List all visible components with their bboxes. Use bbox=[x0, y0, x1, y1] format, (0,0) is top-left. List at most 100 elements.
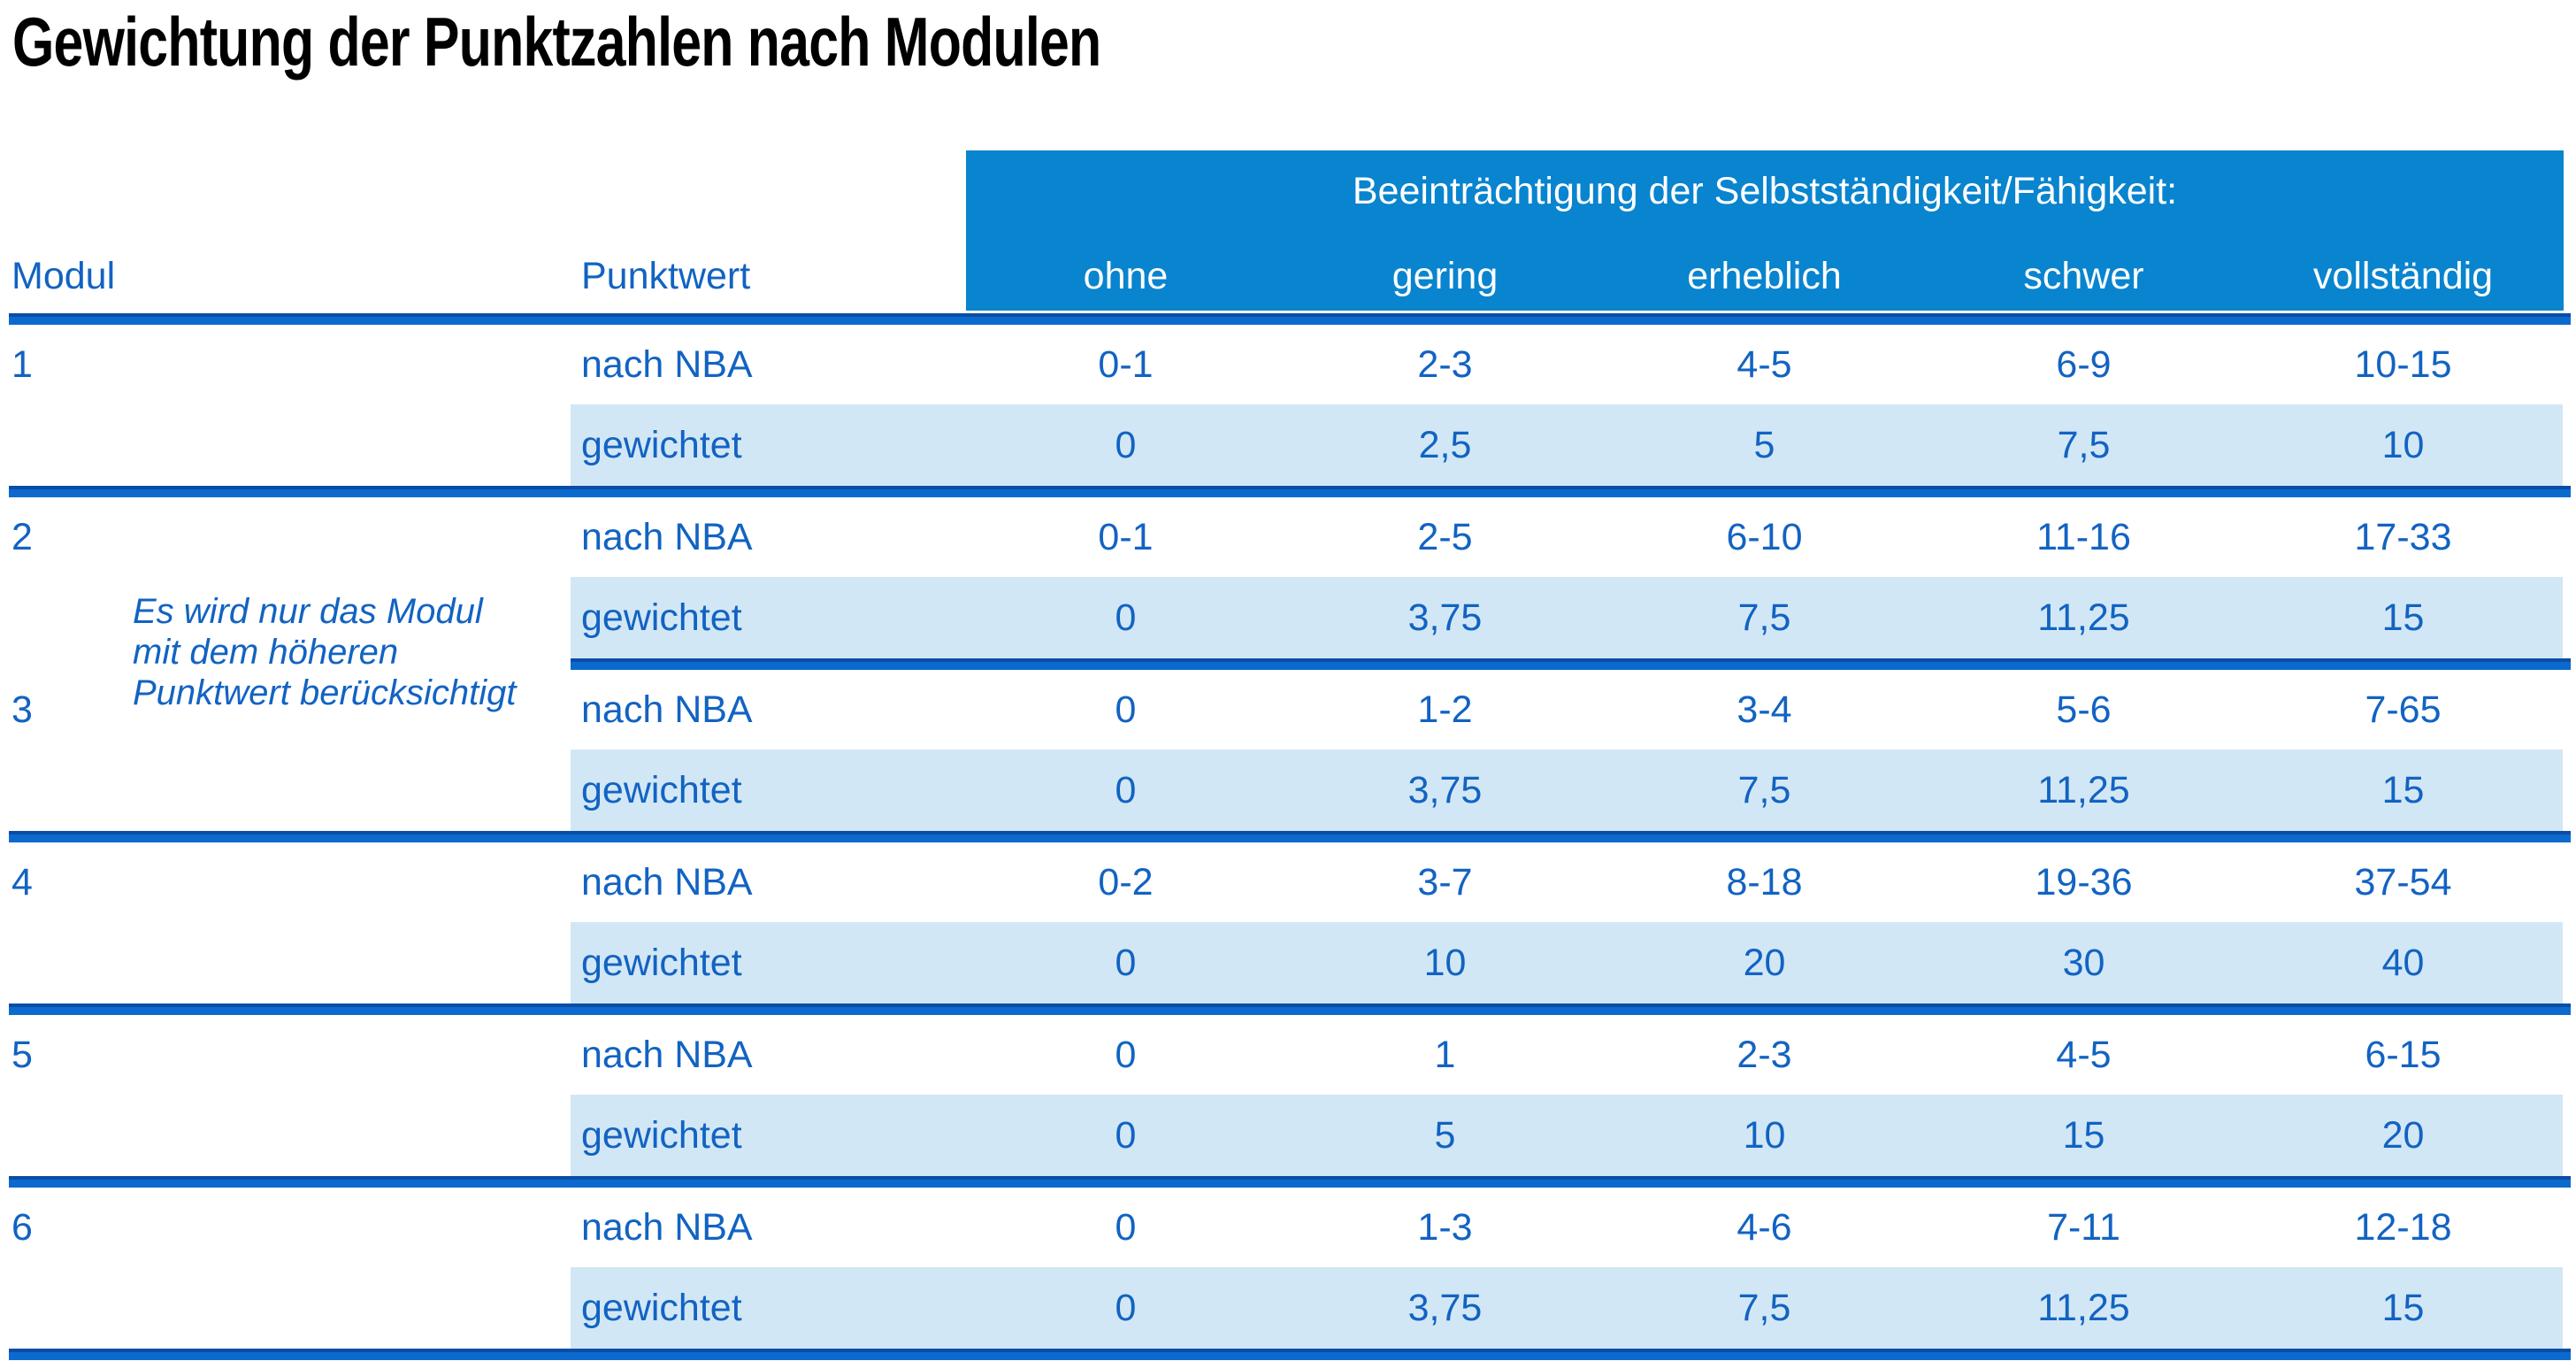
header-rule bbox=[9, 313, 2571, 325]
module-number: 2 bbox=[12, 515, 33, 558]
table-note-line: mit dem höheren bbox=[133, 633, 399, 672]
table-cell: 0 bbox=[966, 750, 1285, 831]
table-row: 5 nach NBA 0 1 2-3 4-5 6-15 bbox=[0, 1015, 2576, 1095]
table-cell: 0 bbox=[966, 404, 1285, 486]
table-cell: 7,5 bbox=[1924, 404, 2243, 486]
table-row: 2 nach NBA 0-1 2-5 6-10 11-16 17-33 bbox=[0, 497, 2576, 577]
table-cell: 0 bbox=[966, 577, 1285, 658]
table-cell: 6-10 bbox=[1726, 515, 1803, 558]
table-cell: 6-15 bbox=[2365, 1033, 2442, 1076]
table-note-line: Punktwert berücksichtigt bbox=[133, 673, 517, 712]
impairment-group-label: Beeinträchtigung der Selbstständigkeit/F… bbox=[1352, 170, 2178, 212]
table-cell: 0 bbox=[966, 1267, 1285, 1349]
severity-header-vollstaendig: vollständig bbox=[2312, 255, 2494, 297]
table-cell: 7,5 bbox=[1605, 577, 1924, 658]
group-separator bbox=[9, 486, 2571, 497]
severity-header-schwer: schwer bbox=[2023, 255, 2144, 297]
page-title: Gewichtung der Punktzahlen nach Modulen bbox=[12, 3, 1101, 81]
table-cell: 0-1 bbox=[1098, 515, 1154, 558]
table-row: gewichtet 0 3,75 7,5 11,25 15 bbox=[0, 750, 2576, 831]
table-cell: 0 bbox=[966, 1095, 1285, 1176]
table-cell: 15 bbox=[2243, 577, 2563, 658]
table-cell: 4-5 bbox=[1736, 342, 1792, 386]
table-cell: 10 bbox=[1605, 1095, 1924, 1176]
row-label: gewichtet bbox=[571, 750, 966, 831]
severity-header-gering: gering bbox=[1392, 255, 1499, 297]
row-label: gewichtet bbox=[571, 1267, 966, 1349]
table-cell: 19-36 bbox=[2035, 860, 2133, 903]
table-cell: 1-3 bbox=[1417, 1205, 1473, 1249]
table-cell: 7-65 bbox=[2365, 688, 2442, 731]
table-cell: 11-16 bbox=[2036, 515, 2131, 558]
column-header-modul: Modul bbox=[12, 255, 116, 297]
row-label: gewichtet bbox=[571, 577, 966, 658]
table-cell: 0 bbox=[1115, 688, 1137, 731]
table-cell: 37-54 bbox=[2354, 860, 2452, 903]
table-cell: 11,25 bbox=[1924, 750, 2243, 831]
table-cell: 8-18 bbox=[1726, 860, 1803, 903]
table-cell: 5 bbox=[1285, 1095, 1605, 1176]
severity-header-ohne: ohne bbox=[1083, 255, 1169, 297]
group-separator bbox=[9, 1003, 2571, 1015]
table-cell: 20 bbox=[2243, 1095, 2563, 1176]
header-band: Beeinträchtigung der Selbstständigkeit/F… bbox=[966, 150, 2564, 311]
table-cell: 12-18 bbox=[2354, 1205, 2452, 1249]
row-label: nach NBA bbox=[581, 1033, 753, 1076]
table-cell: 3,75 bbox=[1285, 577, 1605, 658]
group-separator bbox=[571, 658, 2571, 670]
table-cell: 3-7 bbox=[1417, 860, 1473, 903]
table-cell: 30 bbox=[1924, 922, 2243, 1003]
module-group-2: 2 nach NBA 0-1 2-5 6-10 11-16 17-33 gewi… bbox=[0, 497, 2576, 670]
table-cell: 20 bbox=[1605, 922, 1924, 1003]
table-cell: 2-3 bbox=[1417, 342, 1473, 386]
module-number: 3 bbox=[12, 688, 33, 731]
table-cell: 40 bbox=[2243, 922, 2563, 1003]
table-cell: 2-3 bbox=[1736, 1033, 1792, 1076]
module-group-1: 1 nach NBA 0-1 2-3 4-5 6-9 10-15 gewicht… bbox=[0, 325, 2576, 497]
table: 1 nach NBA 0-1 2-3 4-5 6-9 10-15 gewicht… bbox=[0, 325, 2576, 1360]
table-cell: 0 bbox=[1115, 1205, 1137, 1249]
module-group-6: 6 nach NBA 0 1-3 4-6 7-11 12-18 gewichte… bbox=[0, 1188, 2576, 1360]
row-label: nach NBA bbox=[581, 688, 753, 731]
module-number: 4 bbox=[12, 860, 33, 903]
table-row: 4 nach NBA 0-2 3-7 8-18 19-36 37-54 bbox=[0, 842, 2576, 922]
table-cell: 7,5 bbox=[1605, 750, 1924, 831]
table-cell: 6-9 bbox=[2056, 342, 2112, 386]
table-row: gewichtet 0 3,75 7,5 11,25 15 bbox=[0, 1267, 2576, 1349]
module-group-5: 5 nach NBA 0 1 2-3 4-5 6-15 gewichtet 0 … bbox=[0, 1015, 2576, 1188]
row-label: gewichtet bbox=[571, 922, 966, 1003]
severity-header-erheblich: erheblich bbox=[1687, 255, 1842, 297]
table-cell: 7-11 bbox=[2047, 1205, 2120, 1249]
table-cell: 17-33 bbox=[2354, 515, 2452, 558]
table-cell: 0 bbox=[1115, 1033, 1137, 1076]
module-number: 5 bbox=[12, 1033, 33, 1076]
left-header-row: Modul Punktwert bbox=[0, 150, 966, 311]
table-cell: 1 bbox=[1434, 1033, 1456, 1076]
table-cell: 0-2 bbox=[1098, 860, 1154, 903]
table-row: gewichtet 0 2,5 5 7,5 10 bbox=[0, 404, 2576, 486]
table-row: 6 nach NBA 0 1-3 4-6 7-11 12-18 bbox=[0, 1188, 2576, 1267]
row-label: nach NBA bbox=[581, 515, 753, 558]
table-cell: 4-6 bbox=[1736, 1205, 1792, 1249]
module-number: 6 bbox=[12, 1205, 33, 1249]
table-cell: 10-15 bbox=[2354, 342, 2452, 386]
table-row: 1 nach NBA 0-1 2-3 4-5 6-9 10-15 bbox=[0, 325, 2576, 404]
table-cell: 7,5 bbox=[1605, 1267, 1924, 1349]
table-cell: 4-5 bbox=[2056, 1033, 2112, 1076]
table-row: gewichtet 0 10 20 30 40 bbox=[0, 922, 2576, 1003]
table-row: 3 nach NBA 0 1-2 3-4 5-6 7-65 bbox=[0, 670, 2576, 750]
table-row: gewichtet 0 5 10 15 20 bbox=[0, 1095, 2576, 1176]
table-cell: 15 bbox=[2243, 750, 2563, 831]
row-label: gewichtet bbox=[571, 1095, 966, 1176]
table-cell: 15 bbox=[1924, 1095, 2243, 1176]
table-cell: 5-6 bbox=[2056, 688, 2112, 731]
table-row: gewichtet 0 3,75 7,5 11,25 15 bbox=[0, 577, 2576, 658]
table-cell: 3-4 bbox=[1736, 688, 1792, 731]
table-cell: 2,5 bbox=[1285, 404, 1605, 486]
row-label: gewichtet bbox=[571, 404, 966, 486]
table-cell: 10 bbox=[2243, 404, 2563, 486]
table-cell: 0 bbox=[966, 922, 1285, 1003]
group-separator bbox=[9, 831, 2571, 842]
module-group-4: 4 nach NBA 0-2 3-7 8-18 19-36 37-54 gewi… bbox=[0, 842, 2576, 1015]
table-cell: 2-5 bbox=[1417, 515, 1473, 558]
